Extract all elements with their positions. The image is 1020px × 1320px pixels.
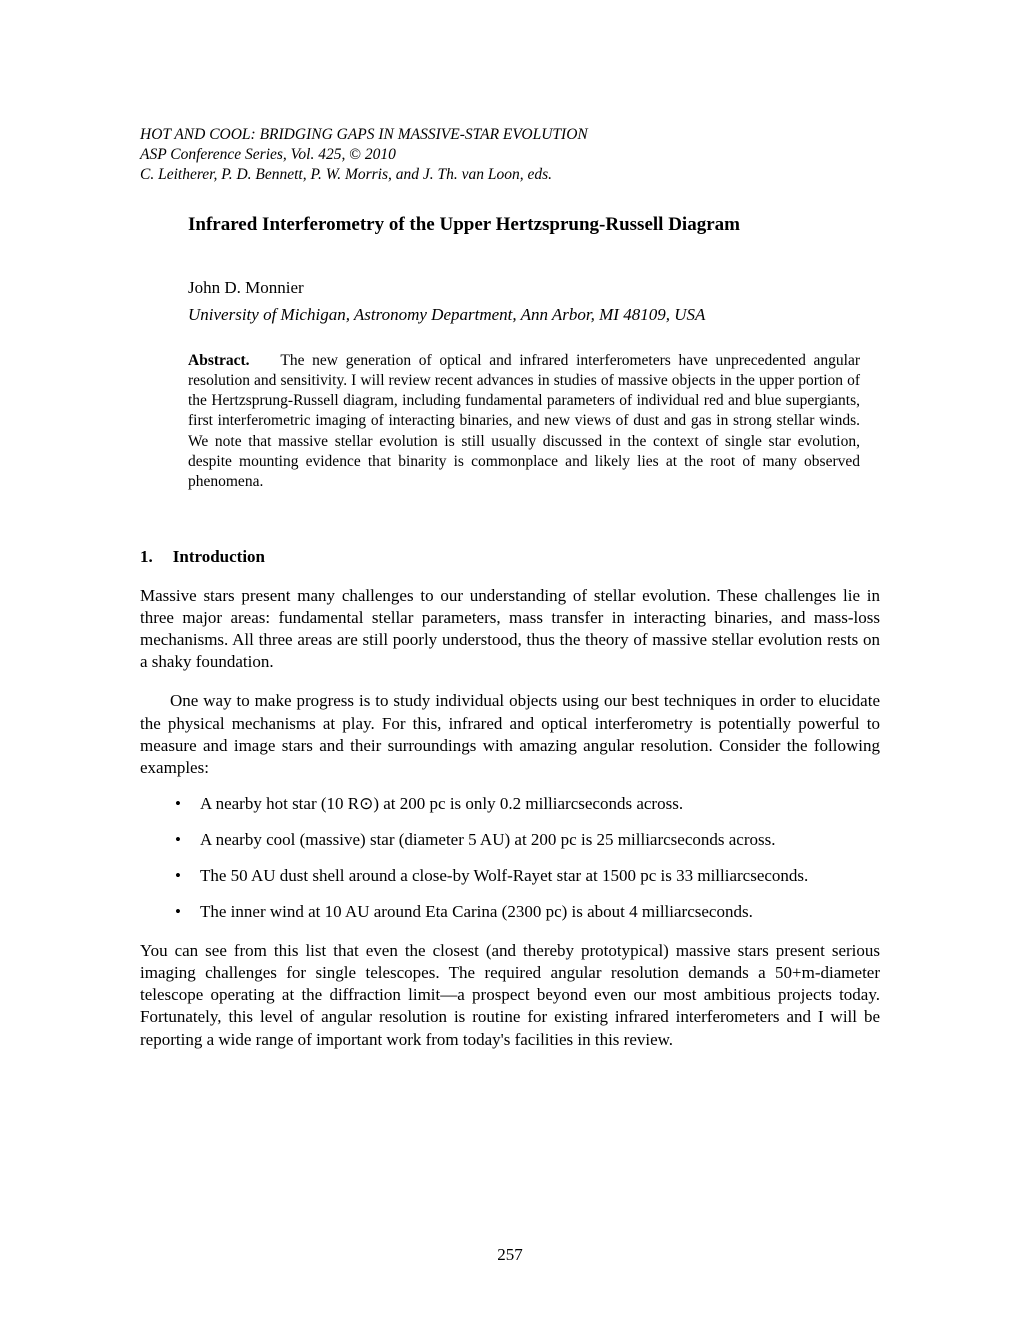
page-number: 257	[0, 1245, 1020, 1265]
paragraph-3: You can see from this list that even the…	[140, 940, 880, 1050]
paragraph-2: One way to make progress is to study ind…	[140, 690, 880, 778]
paper-page: HOT AND COOL: BRIDGING GAPS IN MASSIVE-S…	[0, 0, 1020, 1320]
abstract-block: Abstract. The new generation of optical …	[188, 351, 860, 492]
list-item: The 50 AU dust shell around a close-by W…	[140, 865, 880, 887]
section-title-text: Introduction	[173, 547, 265, 566]
conference-header: HOT AND COOL: BRIDGING GAPS IN MASSIVE-S…	[140, 125, 880, 185]
author-name: John D. Monnier	[188, 278, 880, 298]
list-item: A nearby hot star (10 R⊙) at 200 pc is o…	[140, 793, 880, 815]
section-number: 1.	[140, 547, 153, 567]
header-line-3: C. Leitherer, P. D. Bennett, P. W. Morri…	[140, 165, 880, 185]
author-affiliation: University of Michigan, Astronomy Depart…	[188, 304, 840, 327]
header-line-1: HOT AND COOL: BRIDGING GAPS IN MASSIVE-S…	[140, 125, 880, 145]
list-item: A nearby cool (massive) star (diameter 5…	[140, 829, 880, 851]
abstract-text: The new generation of optical and infrar…	[188, 352, 860, 490]
abstract-label: Abstract.	[188, 352, 250, 369]
paper-title: Infrared Interferometry of the Upper Her…	[188, 213, 860, 238]
section-heading: 1. Introduction	[140, 547, 880, 567]
list-item: The inner wind at 10 AU around Eta Carin…	[140, 901, 880, 923]
paragraph-1: Massive stars present many challenges to…	[140, 585, 880, 673]
examples-list: A nearby hot star (10 R⊙) at 200 pc is o…	[140, 793, 880, 923]
header-line-2: ASP Conference Series, Vol. 425, © 2010	[140, 145, 880, 165]
